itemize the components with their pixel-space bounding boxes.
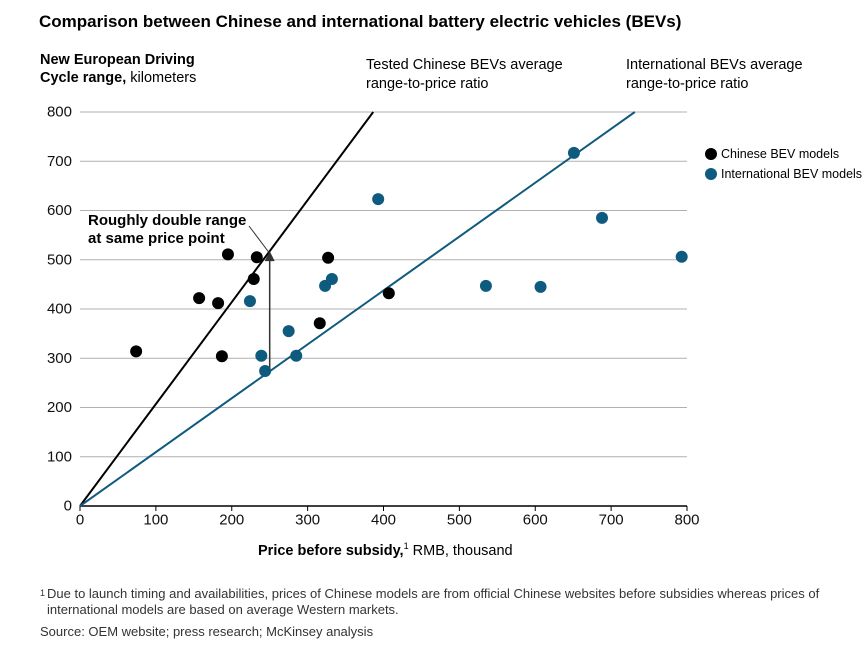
double-range-annotation: Roughly double range at same price point: [88, 212, 246, 248]
chinese-bev-point: [212, 297, 225, 310]
international-bev-point: [282, 325, 295, 338]
footnote-mark: 1: [40, 588, 46, 598]
chinese-trend-label-line1: Tested Chinese BEVs average: [366, 57, 563, 73]
x-axis-footnote-mark: 1: [403, 541, 409, 552]
chart-title: Comparison between Chinese and internati…: [39, 12, 682, 31]
chinese-bev-point: [247, 272, 260, 285]
chinese-trend-label-line2: range-to-price ratio: [366, 76, 489, 92]
annotation-line1: Roughly double range: [88, 212, 247, 229]
international-trend-line: [79, 111, 636, 507]
legend-label-international: International BEV models: [721, 167, 863, 181]
x-tick-label: 400: [371, 512, 396, 529]
x-tick-label: 700: [599, 512, 624, 529]
x-tick-label: 800: [674, 512, 699, 529]
international-bev-point: [596, 211, 609, 224]
tick-labels: 0 100 200 300 400 500 600 700 800 0 100 200 300 400 50…: [47, 104, 700, 529]
international-bev-point: [243, 295, 256, 308]
legend-item-chinese: Chinese BEV models: [705, 146, 839, 162]
international-trend-label-line1: International BEVs average: [626, 57, 803, 73]
y-tick-label: 600: [47, 202, 72, 219]
x-tick-label: 600: [523, 512, 548, 529]
international-bev-point: [290, 349, 303, 362]
chinese-bev-point: [322, 251, 335, 264]
international-bev-point: [534, 280, 547, 293]
chinese-bev-point: [382, 287, 395, 300]
y-tick-label: 400: [47, 301, 72, 318]
y-tick-label: 100: [47, 448, 72, 465]
y-axis-label-unit: kilometers: [130, 70, 197, 86]
x-tick-label: 300: [295, 512, 320, 529]
legend-item-international: International BEV models: [705, 166, 862, 182]
y-axis-label: New European Driving Cycle range, kilome…: [40, 51, 196, 87]
x-axis-label-unit: RMB, thousand: [412, 543, 513, 559]
y-tick-label: 500: [47, 251, 72, 268]
annotation-leader-line: [248, 225, 270, 253]
x-tick-label: 200: [219, 512, 244, 529]
international-bev-point: [372, 193, 385, 206]
chinese-bev-point: [250, 251, 263, 264]
international-bev-point: [567, 146, 580, 159]
y-tick-label: 0: [64, 498, 72, 515]
chinese-trend-line: [79, 111, 375, 507]
chinese-bev-point: [130, 345, 143, 358]
x-tick-label: 0: [76, 512, 84, 529]
international-bev-point: [325, 272, 338, 285]
international-bev-point: [675, 250, 688, 263]
chinese-bev-point: [313, 317, 326, 330]
y-tick-label: 700: [47, 153, 72, 170]
x-axis-label: Price before subsidy,1 RMB, thousand: [258, 542, 513, 560]
legend-dot-chinese: [705, 148, 717, 160]
legend-dot-international: [705, 168, 717, 180]
y-tick-label: 800: [47, 104, 72, 121]
footnote-line1: Due to launch timing and availabilities,…: [47, 586, 820, 601]
gridlines: [79, 111, 688, 511]
international-bev-point: [479, 279, 492, 292]
chinese-bev-point: [221, 248, 234, 261]
international-trend-line-label: International BEVs average range-to-pric…: [626, 56, 803, 94]
chinese-bev-point: [215, 350, 228, 363]
international-bev-point: [259, 365, 272, 378]
international-series: [243, 146, 688, 378]
y-axis-label-line2: Cycle range, kilometers: [40, 69, 196, 87]
y-tick-label: 300: [47, 350, 72, 367]
x-tick-label: 500: [447, 512, 472, 529]
y-axis-label-bold: Cycle range,: [40, 70, 127, 86]
y-tick-label: 200: [47, 399, 72, 416]
annotation-line2: at same price point: [88, 230, 225, 247]
source-note: Source: OEM website; press research; McK…: [40, 624, 374, 639]
double-range-arrow: [248, 225, 275, 372]
legend-label-chinese: Chinese BEV models: [721, 147, 840, 161]
footnote: 1 Due to launch timing and availabilitie…: [40, 586, 819, 618]
x-tick-label: 100: [143, 512, 168, 529]
chinese-bev-point: [193, 292, 206, 305]
chinese-series: [130, 248, 395, 363]
international-trend-label-line2: range-to-price ratio: [626, 76, 749, 92]
footnote-line2: international models are based on averag…: [47, 602, 399, 617]
arrowhead: [264, 251, 275, 262]
y-axis-label-line1: New European Driving: [40, 52, 195, 68]
international-bev-point: [255, 349, 268, 362]
x-axis-label-bold: Price before subsidy,: [258, 543, 404, 559]
chinese-trend-line-label: Tested Chinese BEVs average range-to-pri…: [366, 56, 563, 94]
